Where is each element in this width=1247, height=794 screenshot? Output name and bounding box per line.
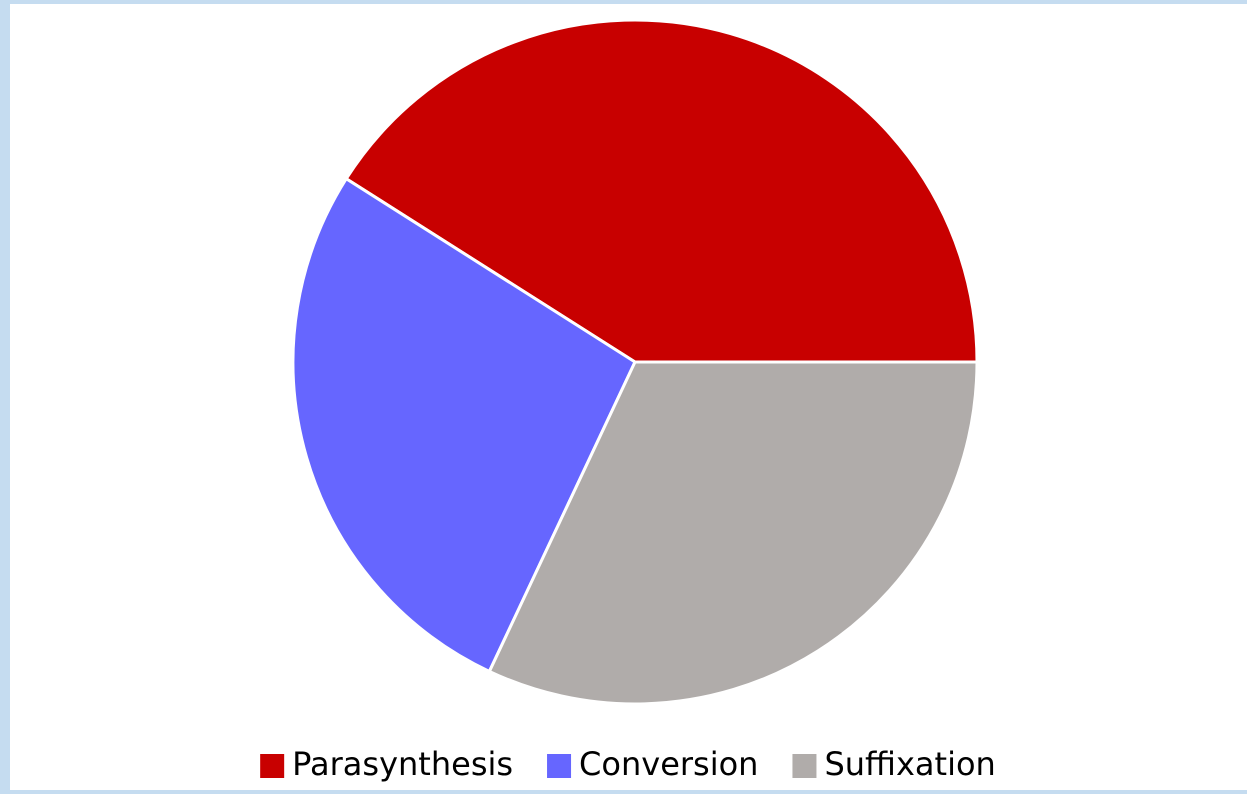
legend-swatch (792, 754, 817, 778)
legend-label: Conversion (579, 745, 758, 783)
legend-swatch (547, 754, 572, 778)
chart-frame: Parasynthesis Conversion Suffixation (10, 4, 1247, 790)
legend-label: Suffixation (824, 745, 995, 783)
pie-slice (344, 18, 979, 364)
pie-slice (291, 176, 637, 674)
legend-swatch (260, 754, 285, 778)
pie-slice (487, 360, 979, 706)
legend-label: Parasynthesis (292, 745, 513, 783)
chart: Parasynthesis Conversion Suffixation (260, 18, 996, 783)
